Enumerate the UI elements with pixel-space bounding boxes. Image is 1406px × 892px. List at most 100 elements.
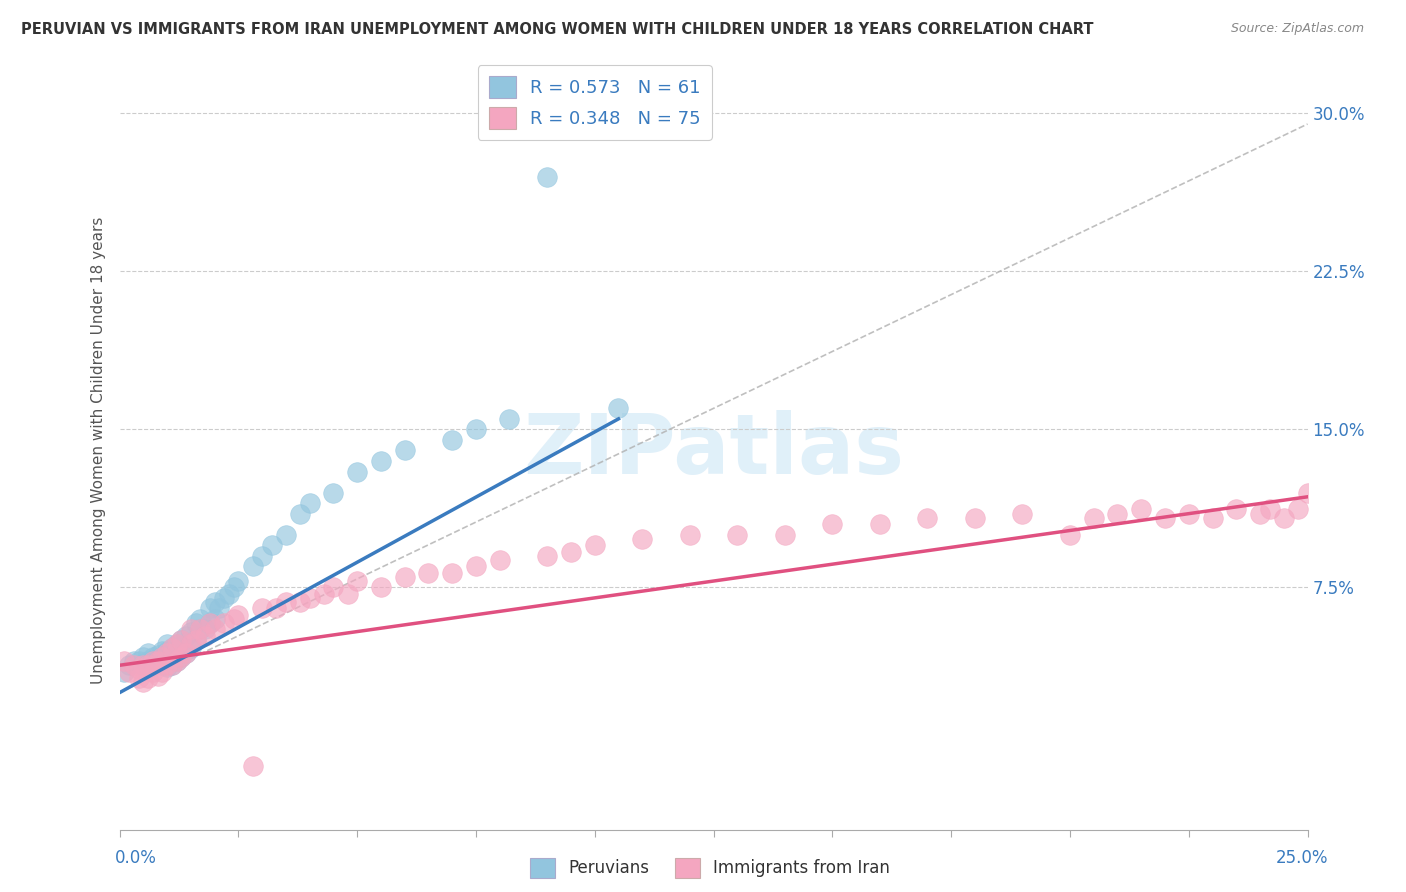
Point (963, 511, 986, 525)
Point (242, 559, 264, 574)
Point (288, 595, 311, 609)
Point (1011, 507, 1033, 521)
Point (128, 654, 150, 668)
Point (146, 656, 169, 670)
Point (170, 649, 193, 664)
Point (198, 601, 221, 615)
Point (312, 587, 335, 601)
Point (142, 649, 165, 664)
Point (188, 623, 211, 637)
Point (156, 637, 179, 651)
Point (180, 623, 202, 637)
Point (188, 612, 211, 626)
Point (274, 527, 297, 541)
Point (441, 433, 464, 447)
Point (174, 629, 197, 643)
Point (184, 633, 207, 648)
Point (370, 454, 392, 468)
Point (1286, 502, 1309, 516)
Point (180, 637, 202, 651)
Text: 25.0%: 25.0% (1277, 849, 1329, 867)
Point (631, 532, 654, 546)
Point (204, 595, 226, 609)
Point (1130, 502, 1153, 516)
Point (1083, 511, 1105, 525)
Point (122, 658, 145, 673)
Point (174, 646, 197, 660)
Point (184, 616, 207, 631)
Point (536, 549, 558, 563)
Point (150, 654, 173, 668)
Point (869, 517, 891, 532)
Point (128, 663, 150, 677)
Point (464, 559, 488, 574)
Point (122, 654, 145, 668)
Point (112, 654, 135, 668)
Point (142, 654, 165, 668)
Point (170, 633, 193, 648)
Point (156, 658, 179, 673)
Point (150, 649, 173, 664)
Point (418, 566, 440, 580)
Point (222, 612, 245, 626)
Point (288, 507, 311, 521)
Text: Source: ZipAtlas.com: Source: ZipAtlas.com (1230, 22, 1364, 36)
Point (394, 570, 416, 584)
Point (156, 643, 179, 657)
Point (536, 169, 558, 184)
Point (773, 527, 796, 541)
Point (298, 591, 321, 605)
Point (180, 641, 202, 656)
Point (1154, 511, 1177, 525)
Text: PERUVIAN VS IMMIGRANTS FROM IRAN UNEMPLOYMENT AMONG WOMEN WITH CHILDREN UNDER 18: PERUVIAN VS IMMIGRANTS FROM IRAN UNEMPLO… (21, 22, 1094, 37)
Point (132, 649, 155, 664)
Point (336, 587, 359, 601)
Point (346, 574, 368, 588)
Point (242, 759, 264, 773)
Point (204, 612, 226, 626)
Text: ZIPatlas: ZIPatlas (523, 410, 904, 491)
Point (174, 646, 197, 660)
Point (208, 601, 231, 615)
Legend: R = 0.573   N = 61, R = 0.348   N = 75: R = 0.573 N = 61, R = 0.348 N = 75 (478, 65, 711, 140)
Point (128, 671, 150, 685)
Point (1178, 507, 1201, 521)
Point (1059, 527, 1081, 541)
Point (160, 658, 183, 673)
Point (274, 595, 297, 609)
Point (160, 641, 183, 656)
Point (346, 465, 368, 479)
Y-axis label: Unemployment Among Women with Children Under 18 years: Unemployment Among Women with Children U… (90, 217, 105, 684)
Point (228, 607, 250, 622)
Point (160, 658, 183, 673)
Point (198, 616, 221, 631)
Point (488, 553, 510, 567)
Point (498, 412, 520, 426)
Point (204, 623, 226, 637)
Point (607, 401, 630, 416)
Point (322, 580, 344, 594)
Point (160, 649, 183, 664)
Point (1249, 507, 1271, 521)
Point (166, 646, 188, 660)
Text: 0.0%: 0.0% (115, 849, 157, 867)
Point (150, 643, 173, 657)
Point (188, 623, 211, 637)
Point (560, 544, 582, 558)
Point (142, 665, 165, 679)
Point (150, 665, 173, 679)
Point (166, 654, 188, 668)
Point (464, 422, 488, 436)
Point (136, 646, 159, 660)
Point (184, 633, 207, 648)
Point (146, 648, 169, 662)
Point (725, 527, 748, 541)
Point (218, 587, 240, 601)
Point (156, 654, 179, 668)
Point (166, 637, 188, 651)
Point (821, 517, 844, 532)
Point (212, 591, 235, 605)
Point (156, 660, 179, 674)
Point (118, 658, 141, 673)
Point (1225, 502, 1247, 516)
